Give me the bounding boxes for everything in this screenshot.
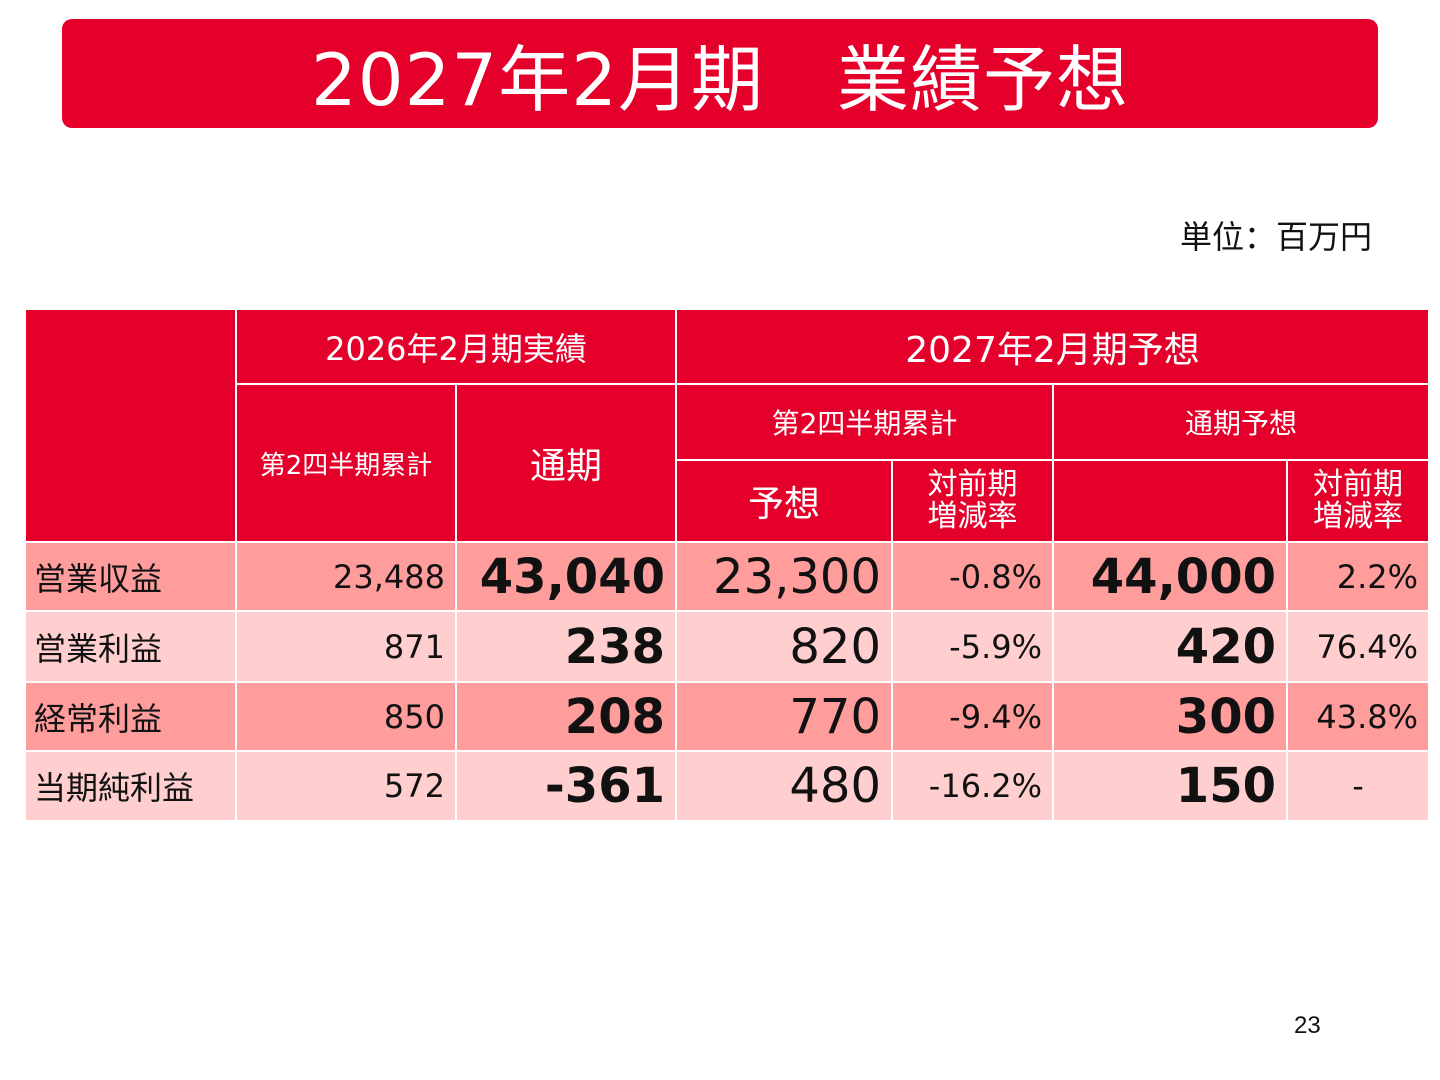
fy-yoy-value: 76.4% [1285, 610, 1431, 683]
q2-forecast-value: 770 [675, 681, 893, 752]
row-label: 営業利益 [24, 610, 237, 683]
table-row-net-profit: 当期純利益 572 -361 480 -16.2% 150 - [24, 750, 1431, 822]
q2-forecast-value: 820 [675, 610, 893, 683]
unit-label: 単位：百万円 [1179, 218, 1372, 256]
q2-actual-value: 23,488 [235, 541, 457, 612]
row-label: 営業収益 [24, 541, 237, 612]
fy-forecast-value: 44,000 [1052, 541, 1288, 612]
q2-yoy-value: -0.8% [891, 541, 1054, 612]
q2-actual-value: 850 [235, 681, 457, 752]
q2-actual-value: 572 [235, 750, 457, 822]
page-title: 2027年2月期 業績予想 [310, 38, 1130, 122]
table-row-ordinary-profit: 経常利益 850 208 770 -9.4% 300 43.8% [24, 681, 1431, 752]
q2-forecast-value: 23,300 [675, 541, 893, 612]
header-forecast: 予想 [675, 459, 893, 543]
fy-actual-value: -361 [455, 750, 677, 822]
page-number: 23 [1294, 1012, 1321, 1039]
title-banner: 2027年2月期 業績予想 [62, 19, 1378, 128]
header-fy-forecast-value [1052, 459, 1288, 543]
fy-actual-value: 43,040 [455, 541, 677, 612]
fy-actual-value: 208 [455, 681, 677, 752]
header-q2-yoy-line2: 増減率 [927, 499, 1018, 534]
header-full-year-actual: 通期 [455, 383, 677, 543]
q2-forecast-value: 480 [675, 750, 893, 822]
fy-forecast-value: 300 [1052, 681, 1288, 752]
row-label: 経常利益 [24, 681, 237, 752]
header-q2-yoy-line1: 対前期 [927, 467, 1018, 502]
fy-yoy-value: 2.2% [1285, 541, 1431, 612]
q2-actual-value: 871 [235, 610, 457, 683]
fy-yoy-value: - [1285, 750, 1431, 822]
table-row-operating-profit: 営業利益 871 238 820 -5.9% 420 76.4% [24, 610, 1431, 683]
fy-forecast-value: 420 [1052, 610, 1288, 683]
header-fy2027: 2027年2月期予想 [674, 308, 1431, 385]
header-fy-yoy: 対前期 増減率 [1285, 459, 1431, 543]
header-q2-actual: 第2四半期累計 [235, 383, 457, 543]
header-q2-yoy: 対前期 増減率 [891, 459, 1054, 543]
header-q2-forecast: 第2四半期累計 [675, 383, 1054, 461]
header-fy-yoy-line2: 増減率 [1313, 499, 1404, 534]
q2-yoy-value: -5.9% [891, 610, 1054, 683]
header-full-year-forecast: 通期予想 [1051, 383, 1431, 461]
fy-forecast-value: 150 [1052, 750, 1288, 822]
table-row-operating-revenue: 営業収益 23,488 43,040 23,300 -0.8% 44,000 2… [24, 541, 1431, 612]
fy-actual-value: 238 [455, 610, 677, 683]
fy-yoy-value: 43.8% [1285, 681, 1431, 752]
forecast-table: 2026年2月期実績 2027年2月期予想 第2四半期累計 通期 第2四半期累計… [24, 308, 1431, 822]
header-fy2026: 2026年2月期実績 [235, 308, 677, 385]
row-label: 当期純利益 [24, 750, 237, 822]
header-fy-yoy-line1: 対前期 [1313, 467, 1404, 502]
q2-yoy-value: -16.2% [891, 750, 1054, 822]
corner-header [24, 308, 237, 543]
q2-yoy-value: -9.4% [891, 681, 1054, 752]
